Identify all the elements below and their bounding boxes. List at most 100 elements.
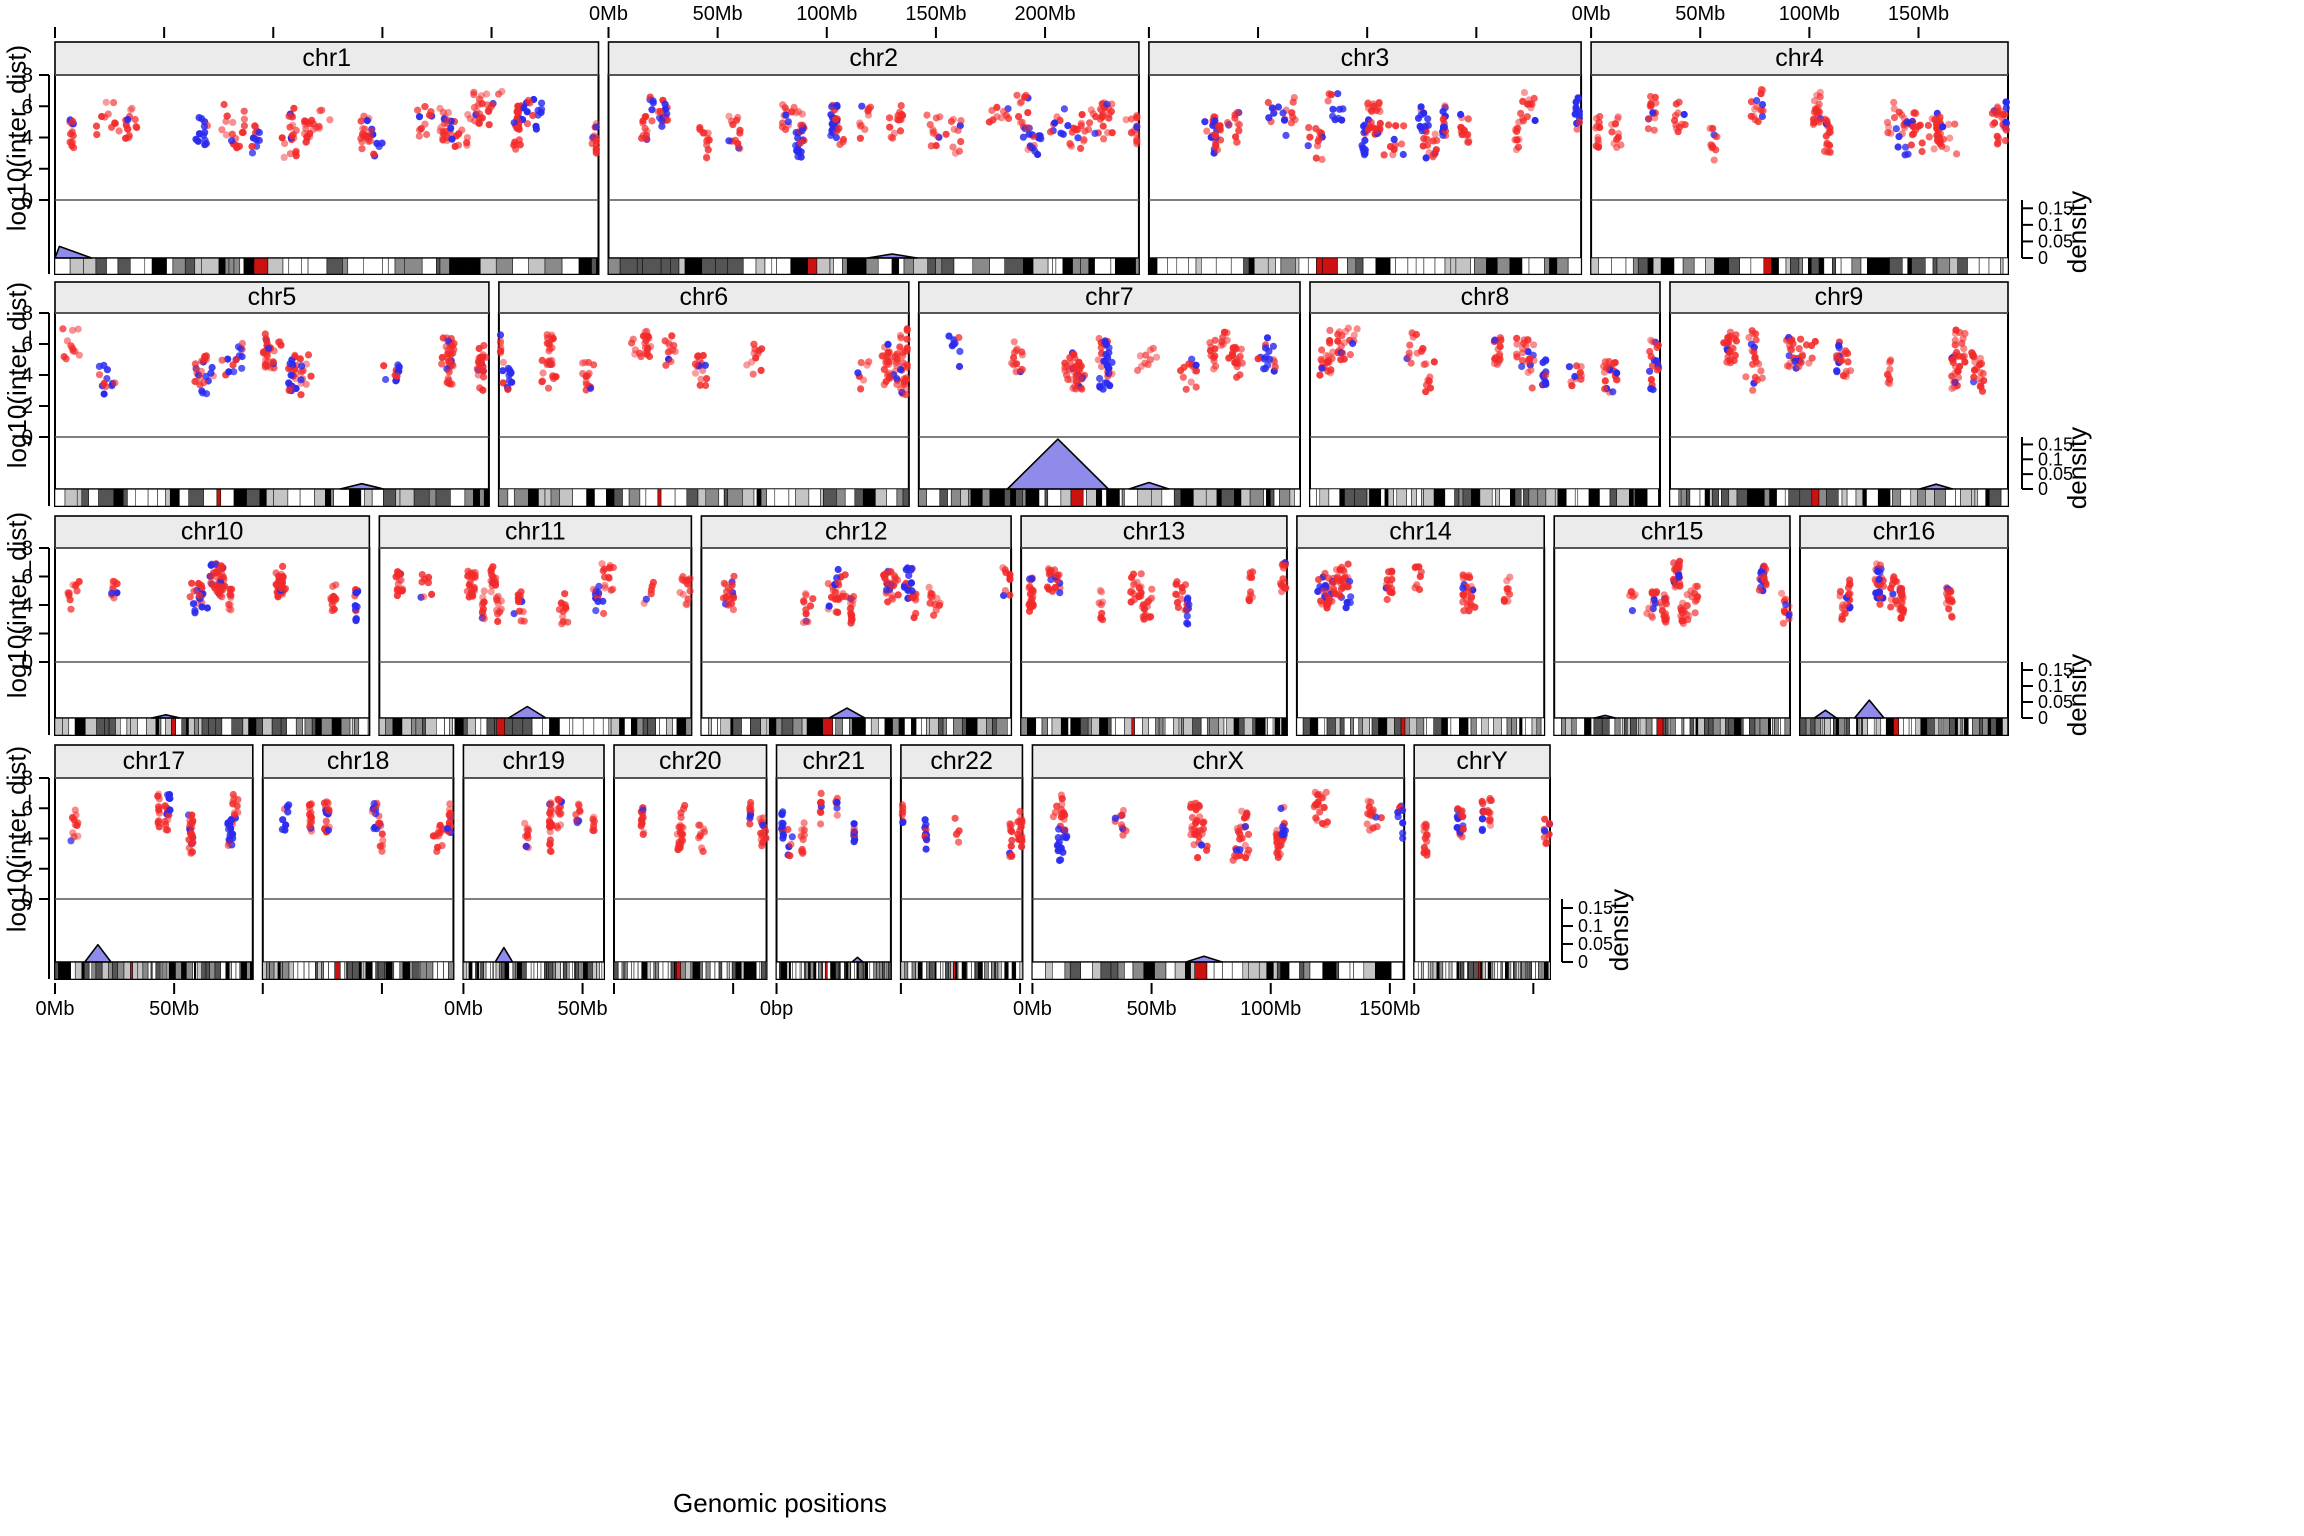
ideogram-band <box>680 961 686 980</box>
ideogram-band <box>224 257 230 275</box>
ideogram-band <box>685 961 692 980</box>
ideogram-band <box>411 717 417 736</box>
ideogram-band <box>146 717 157 736</box>
ideogram-band <box>1471 488 1481 507</box>
density-curve-chr10 <box>55 714 370 719</box>
ideogram-band <box>1900 488 1911 507</box>
data-point <box>554 824 562 832</box>
data-point <box>1096 586 1104 595</box>
data-point <box>679 824 687 832</box>
data-point <box>1789 340 1797 348</box>
ideogram-band <box>674 488 688 507</box>
ideogram-band <box>1267 257 1276 275</box>
data-point <box>1344 582 1352 591</box>
ideogram-band <box>715 257 729 275</box>
ideogram-band <box>88 488 99 507</box>
data-point <box>1072 385 1080 393</box>
ideogram-band <box>395 488 401 507</box>
ideogram-band <box>235 961 241 980</box>
data-point <box>1884 378 1892 387</box>
scatter-points-chr4 <box>1592 86 2010 164</box>
data-point <box>228 137 236 145</box>
ideogram-band <box>732 717 742 736</box>
data-point <box>897 385 905 393</box>
data-point <box>833 798 841 807</box>
data-point <box>880 381 888 389</box>
ideogram-band <box>342 257 349 275</box>
ideogram-band <box>1035 717 1043 736</box>
ideogram-band <box>764 257 773 275</box>
ideogram-band <box>483 961 487 980</box>
ideogram-band <box>1110 961 1119 980</box>
ideogram-band <box>1362 257 1377 275</box>
ideogram-band <box>766 488 776 507</box>
data-point <box>925 583 933 592</box>
ideogram-band <box>1455 257 1471 275</box>
ideogram-band <box>915 717 922 736</box>
ideogram-band <box>1867 257 1881 275</box>
ideogram-band <box>302 717 306 736</box>
ideogram-band <box>1849 717 1857 736</box>
ideogram-band <box>1121 488 1125 507</box>
ideogram-band <box>1954 717 1958 736</box>
ideogram-band <box>1190 961 1195 980</box>
data-point <box>1024 109 1032 117</box>
ideogram-band <box>878 717 886 736</box>
data-point <box>1147 595 1155 603</box>
x-axis-minor-chr22 <box>899 983 1022 994</box>
ideogram-band <box>940 961 944 980</box>
ideogram-band <box>1734 717 1742 736</box>
ideogram-band <box>1588 488 1600 507</box>
ideogram-band <box>833 257 843 275</box>
y-axis-title: log10(inter_dist) <box>2 512 32 698</box>
ideogram-band <box>1294 488 1301 507</box>
ideogram-band <box>1668 717 1671 736</box>
ideogram-band <box>1728 488 1738 507</box>
data-point <box>1179 373 1187 381</box>
x-axis-chr4: 0Mb 50Mb 100Mb 150Mb <box>1572 3 1949 38</box>
data-point <box>1056 589 1064 597</box>
ideogram-band <box>1750 257 1765 275</box>
data-point <box>1755 360 1763 368</box>
data-point <box>227 606 235 614</box>
ideogram-band <box>1226 717 1235 736</box>
ideogram-band <box>147 961 152 980</box>
data-point <box>1016 118 1025 126</box>
ideogram-band <box>1725 717 1730 736</box>
ideogram-band <box>1395 257 1409 275</box>
data-point <box>882 570 890 578</box>
ideogram-band <box>877 257 893 275</box>
data-point <box>1304 142 1312 150</box>
ideogram-band <box>927 257 936 275</box>
data-point <box>1212 142 1220 150</box>
ideogram-band <box>186 961 194 980</box>
ideogram-band <box>1238 717 1245 736</box>
x-tick-label: 100Mb <box>796 3 857 25</box>
ideogram-band <box>1481 717 1489 736</box>
ideogram-band <box>723 488 728 507</box>
data-point <box>433 847 441 856</box>
data-point <box>1034 150 1042 159</box>
ideogram-band <box>126 717 131 736</box>
ideogram-band <box>1637 257 1649 275</box>
data-point <box>1430 358 1438 366</box>
panel-title-chr5: chr5 <box>248 283 297 311</box>
data-point <box>1318 155 1326 164</box>
ideogram-band <box>1689 717 1695 736</box>
data-point <box>1440 123 1449 131</box>
ideogram-band <box>1810 717 1816 736</box>
ideogram-band <box>54 961 59 980</box>
data-point <box>443 116 452 124</box>
ideogram-band <box>1704 717 1710 736</box>
ideogram-band <box>1363 961 1376 980</box>
data-point <box>1012 346 1021 354</box>
ideogram-band <box>1127 257 1136 275</box>
data-point <box>703 375 711 383</box>
data-point <box>675 841 683 850</box>
data-point <box>802 591 810 599</box>
ideogram-band <box>449 717 453 736</box>
data-point <box>1891 577 1899 585</box>
data-point <box>485 121 493 129</box>
ideogram-band <box>549 717 560 736</box>
data-point <box>65 589 73 597</box>
